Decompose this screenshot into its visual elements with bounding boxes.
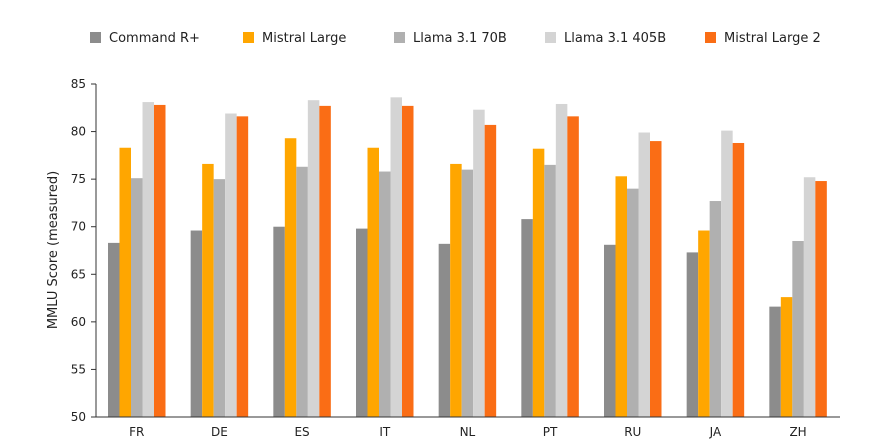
- bar-mistral-large-zh: [780, 297, 793, 417]
- y-tick-label: 50: [71, 410, 86, 424]
- bar-llama-3-1-405b-nl: [473, 109, 485, 417]
- legend-item-mistral-large-2: Mistral Large 2: [705, 31, 821, 46]
- bar-mistral-large-nl: [450, 163, 462, 417]
- bar-llama-3-1-70b-zh: [792, 240, 804, 417]
- legend-swatch: [243, 32, 254, 43]
- x-tick-label-ru: RU: [624, 425, 641, 439]
- legend-swatch: [394, 32, 405, 43]
- bar-command-r-pt: [521, 219, 533, 417]
- bar-llama-3-1-405b-ru: [638, 132, 650, 417]
- legend-item-llama-3-1-70b: Llama 3.1 70B: [394, 31, 507, 46]
- legend-item-mistral-large: Mistral Large: [243, 31, 346, 46]
- bar-group-es: [273, 100, 331, 417]
- bar-llama-3-1-405b-it: [390, 97, 402, 417]
- bar-mistral-large-es: [284, 138, 297, 417]
- x-tick-label-pt: PT: [543, 425, 558, 439]
- x-tick-label-fr: FR: [129, 425, 144, 439]
- bar-group-zh: [769, 177, 827, 417]
- bar-command-r-nl: [438, 243, 451, 417]
- bar-group-ja: [686, 130, 745, 417]
- bar-mistral-large-2-it: [402, 105, 414, 417]
- legend-label: Mistral Large: [262, 31, 346, 46]
- bar-mistral-large-de: [202, 163, 214, 417]
- bar-mistral-large-ru: [615, 176, 627, 417]
- bar-mistral-large-it: [367, 147, 379, 417]
- bar-group-fr: [108, 102, 166, 417]
- bar-llama-3-1-405b-pt: [555, 103, 568, 417]
- y-axis-title: MMLU Score (measured): [46, 171, 61, 329]
- legend-item-llama-3-1-405b: Llama 3.1 405B: [545, 31, 666, 46]
- bar-llama-3-1-70b-pt: [544, 164, 556, 417]
- legend-label: Llama 3.1 405B: [564, 31, 666, 46]
- legend-label: Mistral Large 2: [724, 31, 821, 46]
- bar-llama-3-1-405b-es: [307, 100, 320, 417]
- x-axis: FR DE ES IT NL PT RU JA ZH: [96, 416, 840, 439]
- x-tick-label-de: DE: [211, 425, 228, 439]
- bar-llama-3-1-70b-de: [213, 179, 226, 417]
- bar-command-r-it: [356, 228, 368, 417]
- bar-command-r-ru: [604, 244, 616, 417]
- y-tick-label: 65: [71, 267, 86, 281]
- bar-group-de: [190, 113, 249, 417]
- bar-mistral-large-2-de: [236, 116, 249, 417]
- bar-mistral-large-2-zh: [815, 181, 827, 417]
- bar-llama-3-1-405b-de: [225, 113, 237, 417]
- chart-legend: Command R+ Mistral Large Llama 3.1 70B Llam…: [90, 31, 821, 46]
- bar-mistral-large-ja: [698, 230, 710, 417]
- bar-command-r-de: [190, 230, 203, 417]
- x-tick-label-ja: JA: [709, 425, 722, 439]
- bar-mistral-large-2-fr: [154, 104, 166, 417]
- y-axis: 50 55 60 65 70 75 80 85: [71, 77, 97, 424]
- legend-item-command-r: Command R+: [90, 31, 200, 46]
- bar-llama-3-1-405b-ja: [721, 130, 733, 417]
- y-tick-label: 75: [71, 172, 86, 186]
- bar-mistral-large-2-nl: [484, 124, 497, 417]
- bar-mistral-large-pt: [532, 148, 545, 417]
- bar-series-group: [108, 97, 827, 418]
- x-tick-label-zh: ZH: [789, 425, 806, 439]
- bar-llama-3-1-70b-nl: [461, 169, 474, 417]
- bar-command-r-fr: [108, 242, 120, 417]
- bar-group-ru: [604, 132, 662, 418]
- legend-swatch: [705, 32, 716, 43]
- bar-llama-3-1-70b-ru: [627, 188, 639, 417]
- x-tick-label-nl: NL: [460, 425, 476, 439]
- y-tick-label: 60: [71, 315, 86, 329]
- bar-llama-3-1-70b-ja: [709, 201, 722, 417]
- y-tick-label: 70: [71, 220, 86, 234]
- bar-llama-3-1-405b-fr: [142, 102, 154, 417]
- legend-label: Llama 3.1 70B: [413, 31, 507, 46]
- y-tick-label: 85: [71, 77, 86, 91]
- bar-llama-3-1-70b-fr: [131, 178, 143, 417]
- bar-llama-3-1-70b-it: [379, 171, 391, 417]
- legend-label: Command R+: [109, 31, 200, 46]
- bar-command-r-ja: [686, 252, 699, 417]
- bar-mistral-large-2-es: [319, 105, 331, 417]
- y-tick-label: 55: [71, 362, 86, 376]
- y-tick-label: 80: [71, 125, 86, 139]
- bar-command-r-zh: [769, 306, 781, 417]
- x-tick-label-it: IT: [379, 425, 391, 439]
- bar-group-pt: [521, 103, 579, 417]
- bar-command-r-es: [273, 226, 285, 417]
- legend-swatch: [545, 32, 556, 43]
- bar-mistral-large-2-pt: [567, 116, 579, 417]
- bar-group-nl: [438, 109, 497, 417]
- x-tick-label-es: ES: [294, 425, 309, 439]
- bar-mistral-large-2-ja: [732, 142, 745, 417]
- legend-swatch: [90, 32, 101, 43]
- bar-mistral-large-fr: [119, 147, 131, 417]
- bar-group-it: [356, 97, 414, 417]
- bar-mistral-large-2-ru: [650, 141, 662, 418]
- bar-llama-3-1-405b-zh: [803, 177, 816, 417]
- bar-llama-3-1-70b-es: [296, 166, 308, 417]
